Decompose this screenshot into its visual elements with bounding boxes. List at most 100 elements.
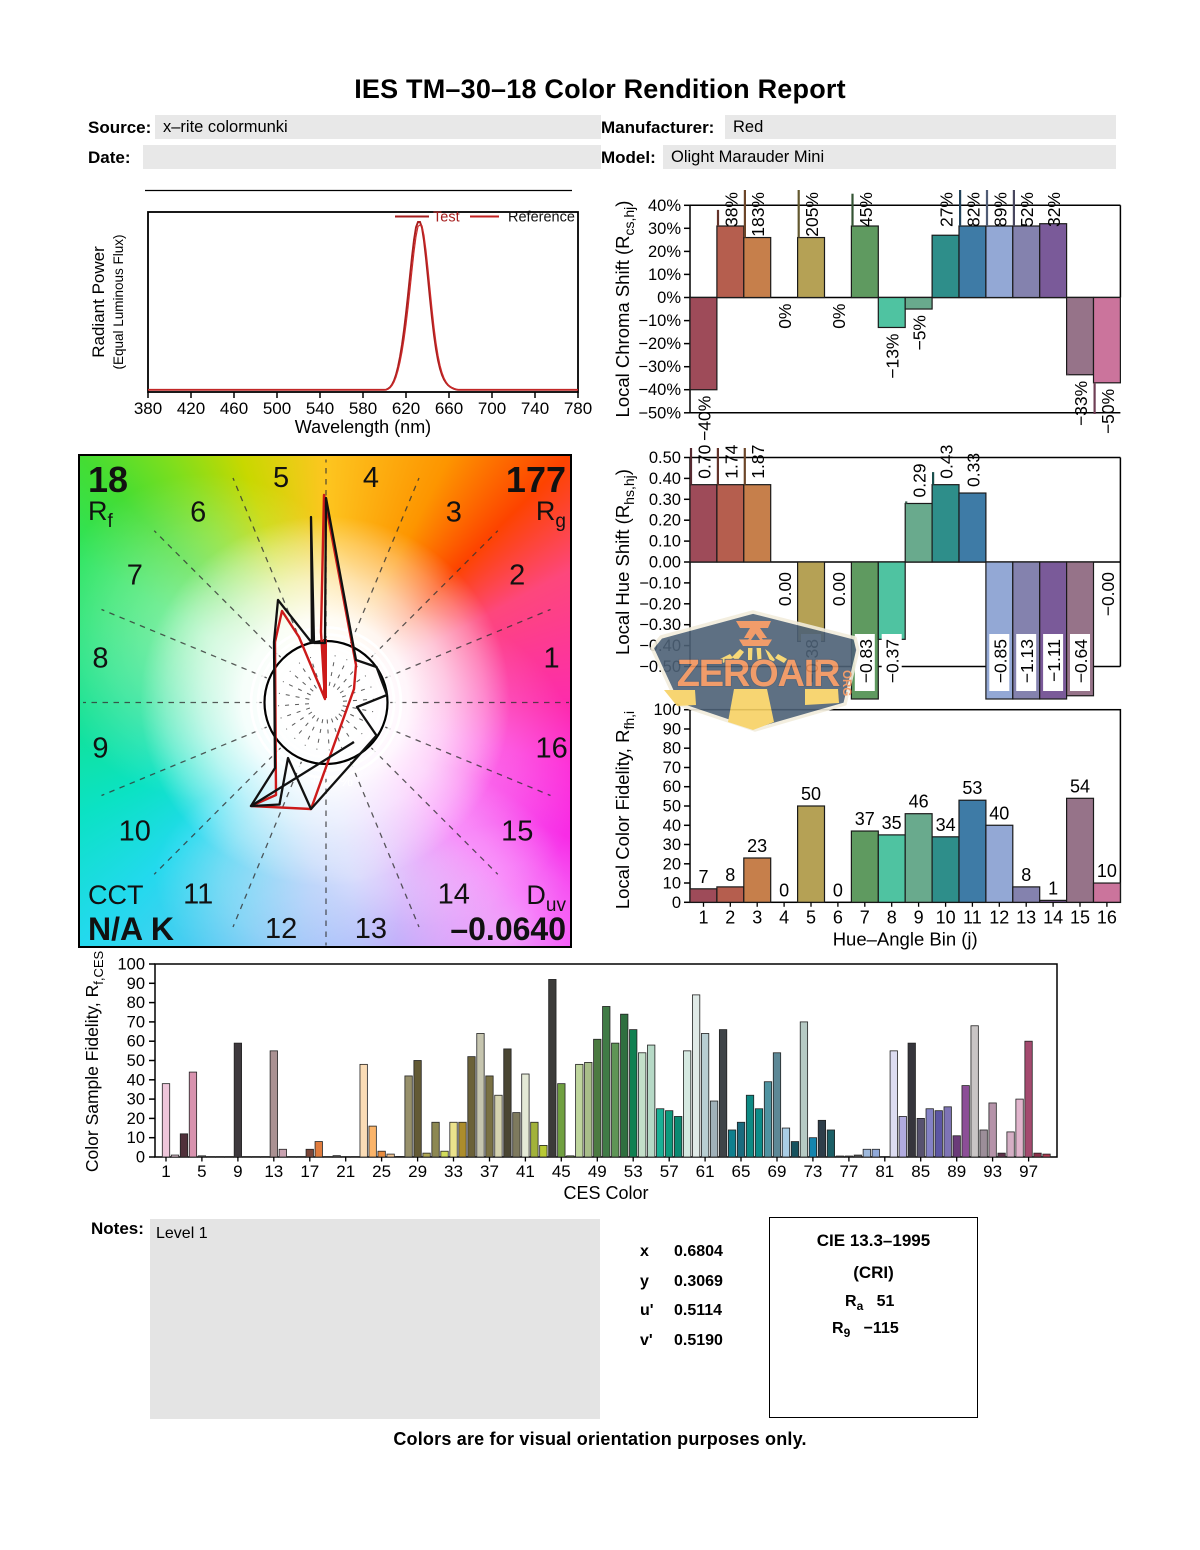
svg-text:40: 40	[127, 1071, 145, 1089]
svg-text:12: 12	[989, 907, 1009, 927]
svg-text:37: 37	[480, 1162, 499, 1181]
svg-text:40%: 40%	[648, 197, 681, 215]
svg-text:1: 1	[544, 643, 560, 675]
svg-text:5: 5	[806, 907, 816, 927]
svg-text:8: 8	[725, 865, 735, 885]
svg-text:1.87: 1.87	[748, 445, 768, 479]
svg-text:25: 25	[372, 1162, 391, 1181]
svg-text:−13%: −13%	[883, 334, 903, 379]
svg-text:23: 23	[747, 836, 767, 856]
svg-text:−0.00: −0.00	[1098, 572, 1118, 617]
svg-text:70: 70	[663, 759, 681, 777]
svg-text:7: 7	[860, 907, 870, 927]
svg-text:0.00: 0.00	[775, 572, 795, 606]
svg-text:32%: 32%	[1044, 192, 1064, 227]
svg-text:0.70: 0.70	[695, 444, 715, 478]
svg-text:8: 8	[887, 907, 897, 927]
svg-text:10: 10	[663, 875, 681, 893]
svg-text:89: 89	[947, 1162, 966, 1181]
svg-text:20%: 20%	[648, 243, 681, 261]
svg-text:45: 45	[552, 1162, 571, 1181]
svg-text:−0.83: −0.83	[856, 639, 876, 683]
svg-text:Local Color Fidelity, Rfh,i: Local Color Fidelity, Rfh,i	[612, 711, 637, 909]
svg-text:Rg: Rg	[536, 496, 566, 532]
svg-text:11: 11	[963, 907, 982, 927]
svg-text:29: 29	[408, 1162, 427, 1181]
svg-text:13: 13	[264, 1162, 283, 1181]
svg-text:0.20: 0.20	[649, 512, 681, 530]
svg-text:0.00: 0.00	[829, 572, 849, 606]
svg-text:38%: 38%	[721, 192, 741, 227]
svg-text:73: 73	[803, 1162, 822, 1181]
svg-text:11: 11	[183, 879, 213, 911]
svg-text:4: 4	[363, 462, 379, 494]
svg-text:30%: 30%	[648, 220, 681, 238]
svg-text:700: 700	[478, 399, 506, 418]
svg-text:85: 85	[911, 1162, 930, 1181]
svg-text:49: 49	[588, 1162, 607, 1181]
svg-text:1.74: 1.74	[721, 444, 741, 478]
svg-text:780: 780	[564, 399, 592, 418]
svg-text:52%: 52%	[1017, 192, 1037, 227]
svg-text:30: 30	[663, 836, 681, 854]
svg-text:−0.85: −0.85	[990, 639, 1010, 683]
svg-text:−33%: −33%	[1071, 381, 1091, 426]
svg-text:65: 65	[732, 1162, 751, 1181]
svg-text:0.40: 0.40	[649, 470, 681, 488]
svg-text:46: 46	[909, 792, 929, 812]
svg-text:13: 13	[1016, 907, 1036, 927]
svg-text:1: 1	[698, 907, 708, 927]
svg-text:77: 77	[839, 1162, 858, 1181]
svg-text:70: 70	[127, 1013, 145, 1031]
svg-text:10%: 10%	[648, 266, 681, 284]
svg-text:41: 41	[516, 1162, 535, 1181]
svg-text:10: 10	[1097, 861, 1117, 881]
svg-text:Reference: Reference	[508, 210, 575, 226]
svg-text:1: 1	[161, 1162, 170, 1181]
svg-text:5: 5	[273, 462, 289, 494]
svg-text:16: 16	[535, 732, 567, 764]
svg-text:Hue–Angle Bin (j): Hue–Angle Bin (j)	[833, 928, 978, 949]
svg-text:+ 20%: + 20%	[310, 773, 353, 790]
svg-text:183%: 183%	[748, 192, 768, 237]
svg-text:2: 2	[725, 907, 735, 927]
svg-text:10: 10	[119, 815, 151, 847]
svg-text:1: 1	[1048, 878, 1058, 898]
svg-text:−0.37: −0.37	[883, 639, 903, 683]
svg-text:−0.10: −0.10	[639, 574, 681, 592]
svg-text:54: 54	[1070, 776, 1090, 796]
svg-text:−1.13: −1.13	[1017, 639, 1037, 683]
svg-text:460: 460	[220, 399, 248, 418]
svg-text:0: 0	[833, 880, 843, 900]
svg-text:50: 50	[663, 798, 681, 816]
svg-text:61: 61	[696, 1162, 715, 1181]
svg-text:9: 9	[914, 907, 924, 927]
svg-text:N/A K: N/A K	[88, 911, 174, 947]
svg-text:60: 60	[127, 1033, 145, 1051]
svg-text:CES Color: CES Color	[563, 1183, 648, 1203]
svg-text:−50%: −50%	[638, 404, 681, 422]
svg-text:−1.11: −1.11	[1044, 639, 1064, 682]
svg-text:10: 10	[936, 907, 956, 927]
svg-text:21: 21	[336, 1162, 355, 1181]
svg-text:(Equal Luminous Flux): (Equal Luminous Flux)	[111, 234, 126, 369]
svg-text:0%: 0%	[657, 289, 681, 307]
svg-text:9: 9	[233, 1162, 242, 1181]
svg-text:53: 53	[962, 778, 982, 798]
svg-text:7: 7	[698, 867, 708, 887]
svg-text:80: 80	[127, 994, 145, 1012]
svg-text:40: 40	[989, 803, 1009, 823]
svg-text:30: 30	[127, 1091, 145, 1109]
svg-text:8: 8	[1021, 865, 1031, 885]
svg-text:27%: 27%	[937, 192, 957, 227]
svg-text:−50%: −50%	[1098, 389, 1118, 434]
svg-text:Color Sample Fidelity, Rf,CESi: Color Sample Fidelity, Rf,CESi	[82, 950, 106, 1172]
svg-text:0.29: 0.29	[910, 463, 930, 497]
svg-text:16: 16	[1097, 907, 1117, 927]
svg-text:3: 3	[446, 496, 462, 528]
svg-text:740: 740	[521, 399, 549, 418]
svg-text:Local Chroma Shift (Rcs,hj): Local Chroma Shift (Rcs,hj)	[612, 201, 637, 418]
svg-text:−5%: −5%	[910, 315, 930, 351]
svg-text:0%: 0%	[829, 304, 849, 329]
svg-text:−0.64: −0.64	[1071, 639, 1091, 684]
